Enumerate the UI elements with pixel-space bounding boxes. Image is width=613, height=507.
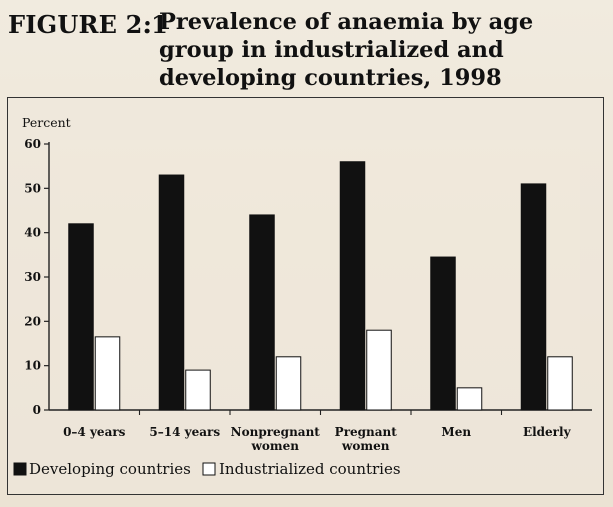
chart-frame bbox=[7, 97, 604, 495]
y-tick-label-20: 20 bbox=[24, 314, 41, 328]
x-tick-label-0-0: 0–4 years bbox=[63, 425, 126, 439]
bar-developing-1 bbox=[158, 174, 185, 411]
bar-industrialized-4 bbox=[456, 387, 483, 411]
legend-swatch-developing bbox=[13, 462, 27, 476]
y-tick-label-10: 10 bbox=[24, 359, 41, 373]
figure-title: Prevalence of anaemia by age group in in… bbox=[159, 9, 534, 91]
bar-developing-4 bbox=[430, 256, 456, 411]
bar-industrialized-2 bbox=[275, 356, 302, 411]
y-tick-label-30: 30 bbox=[24, 270, 41, 284]
bar-developing-5 bbox=[520, 183, 547, 411]
legend-label-industrialized: Industrialized countries bbox=[219, 460, 401, 478]
bar-industrialized-0 bbox=[94, 336, 121, 411]
x-tick-label-5-0: Elderly bbox=[523, 425, 572, 439]
x-tick-label-4-0: Men bbox=[441, 425, 471, 439]
bar-developing-0 bbox=[68, 223, 94, 411]
bar-industrialized-3 bbox=[366, 329, 392, 411]
y-axis-label: Percent bbox=[22, 115, 71, 130]
y-tick-label-60: 60 bbox=[24, 137, 41, 151]
figure-label: FIGURE 2.1 bbox=[8, 10, 169, 39]
legend-label-developing: Developing countries bbox=[29, 460, 191, 478]
y-tick-label-0: 0 bbox=[33, 403, 41, 417]
x-tick-label-2-1: women bbox=[251, 439, 300, 453]
y-tick-label-40: 40 bbox=[24, 226, 41, 240]
x-tick-label-1-0: 5–14 years bbox=[149, 425, 220, 439]
x-tick-label-3-0: Pregnant bbox=[335, 425, 398, 439]
bar-industrialized-1 bbox=[185, 369, 211, 411]
plot-background bbox=[60, 140, 580, 420]
x-tick-label-3-1: women bbox=[341, 439, 390, 453]
legend-swatch-industrialized bbox=[202, 462, 216, 476]
bar-developing-2 bbox=[249, 214, 275, 411]
y-tick-label-50: 50 bbox=[24, 181, 41, 195]
x-tick-label-2-0: Nonpregnant bbox=[231, 425, 321, 439]
figure-colon: : bbox=[143, 10, 152, 39]
bar-industrialized-5 bbox=[547, 356, 573, 411]
bar-developing-3 bbox=[339, 161, 366, 411]
